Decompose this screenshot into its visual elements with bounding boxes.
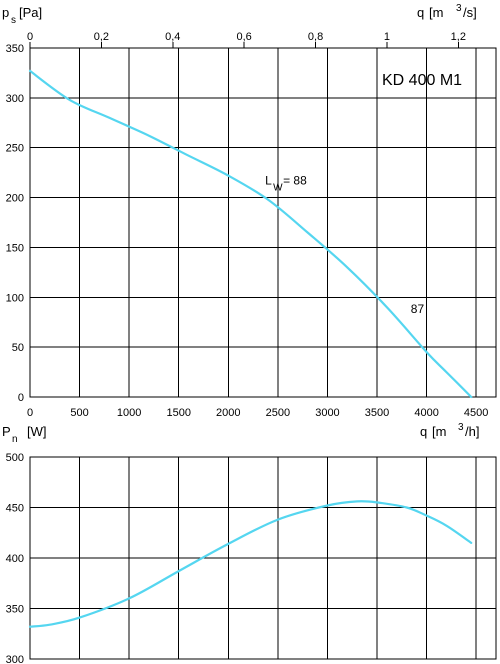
- pressure-y-tick-label: 200: [6, 193, 24, 205]
- flow-bottom-axis-unit-exp: 3: [458, 422, 464, 433]
- flow-bottom-tick-label: 3000: [315, 407, 339, 419]
- flow-bottom-tick-label: 4500: [464, 407, 488, 419]
- pressure-y-tick-label: 0: [18, 392, 24, 404]
- noise-level-label-value: = 88: [283, 174, 307, 188]
- pressure-y-tick-label: 300: [6, 93, 24, 105]
- flow-top-axis-unit-exp: 3: [456, 3, 462, 14]
- flow-top-tick-label: 0,2: [94, 31, 109, 43]
- power-axis-subscript: n: [12, 434, 18, 445]
- power-axis-unit: [W]: [27, 424, 47, 439]
- pressure-axis-unit: [Pa]: [19, 5, 42, 20]
- flow-bottom-tick-label: 2000: [216, 407, 240, 419]
- pressure-curve: [28, 69, 473, 399]
- flow-bottom-ticks: 0 500 1000 1500 2000 2500 3000 3500 4000 4500: [27, 407, 488, 419]
- noise-level-annotations: LW= 88 87: [265, 174, 424, 317]
- flow-top-tick-label: 1,2: [451, 31, 466, 43]
- flow-top-axis-unit-prefix: [m: [429, 5, 443, 20]
- flow-top-ticks: 0 0,2 0,4 0,6 0,8 1 1,2: [27, 31, 466, 48]
- power-plot: 300 350 400 450 500: [6, 452, 497, 664]
- flow-top-tick-label: 0,8: [308, 31, 323, 43]
- power-y-tick-label: 500: [6, 452, 24, 464]
- power-curve: [28, 500, 473, 628]
- noise-level-label-main: L: [265, 174, 272, 188]
- pressure-axis-symbol: p: [2, 5, 9, 20]
- flow-top-axis-symbol: q: [417, 5, 424, 20]
- flow-bottom-axis-unit-prefix: [m: [432, 424, 446, 439]
- flow-top-tick-label: 0: [27, 31, 33, 43]
- power-grid: [30, 457, 496, 659]
- flow-bottom-tick-label: 4000: [414, 407, 438, 419]
- power-axis-symbol: P: [2, 424, 11, 439]
- noise-level-label-secondary: 87: [411, 302, 425, 316]
- pressure-plot-frame: [29, 47, 497, 398]
- flow-bottom-tick-label: 1000: [117, 407, 141, 419]
- power-y-ticks: 300 350 400 450 500: [6, 452, 24, 664]
- pressure-y-tick-label: 100: [6, 292, 24, 304]
- flow-bottom-tick-label: 2500: [266, 407, 290, 419]
- pressure-y-tick-label: 50: [12, 342, 24, 354]
- power-y-tick-label: 450: [6, 503, 24, 515]
- flow-bottom-axis-unit-suffix: /h]: [465, 424, 479, 439]
- power-y-tick-label: 350: [6, 604, 24, 616]
- flow-top-tick-label: 0,6: [237, 31, 252, 43]
- pressure-y-tick-label: 250: [6, 143, 24, 155]
- flow-bottom-tick-label: 0: [27, 407, 33, 419]
- pressure-grid: [30, 48, 496, 397]
- pressure-y-tick-label: 150: [6, 242, 24, 254]
- power-y-tick-label: 400: [6, 553, 24, 565]
- flow-top-tick-label: 1: [384, 31, 390, 43]
- flow-bottom-tick-label: 3500: [365, 407, 389, 419]
- noise-level-label-sub: W: [273, 183, 283, 194]
- pressure-axis-subscript: s: [11, 15, 16, 26]
- power-plot-frame: [29, 456, 497, 660]
- flow-top-axis-unit-suffix: /s]: [463, 5, 477, 20]
- power-y-tick-label: 300: [6, 654, 24, 664]
- pressure-y-tick-label: 350: [6, 43, 24, 55]
- flow-bottom-axis-symbol: q: [420, 424, 427, 439]
- flow-bottom-tick-label: 1500: [166, 407, 190, 419]
- flow-top-tick-label: 0,4: [165, 31, 180, 43]
- model-label: KD 400 M1: [382, 72, 462, 89]
- flow-bottom-tick-label: 500: [70, 407, 88, 419]
- pressure-y-ticks: 0 50 100 150 200 250 300 350: [6, 43, 24, 404]
